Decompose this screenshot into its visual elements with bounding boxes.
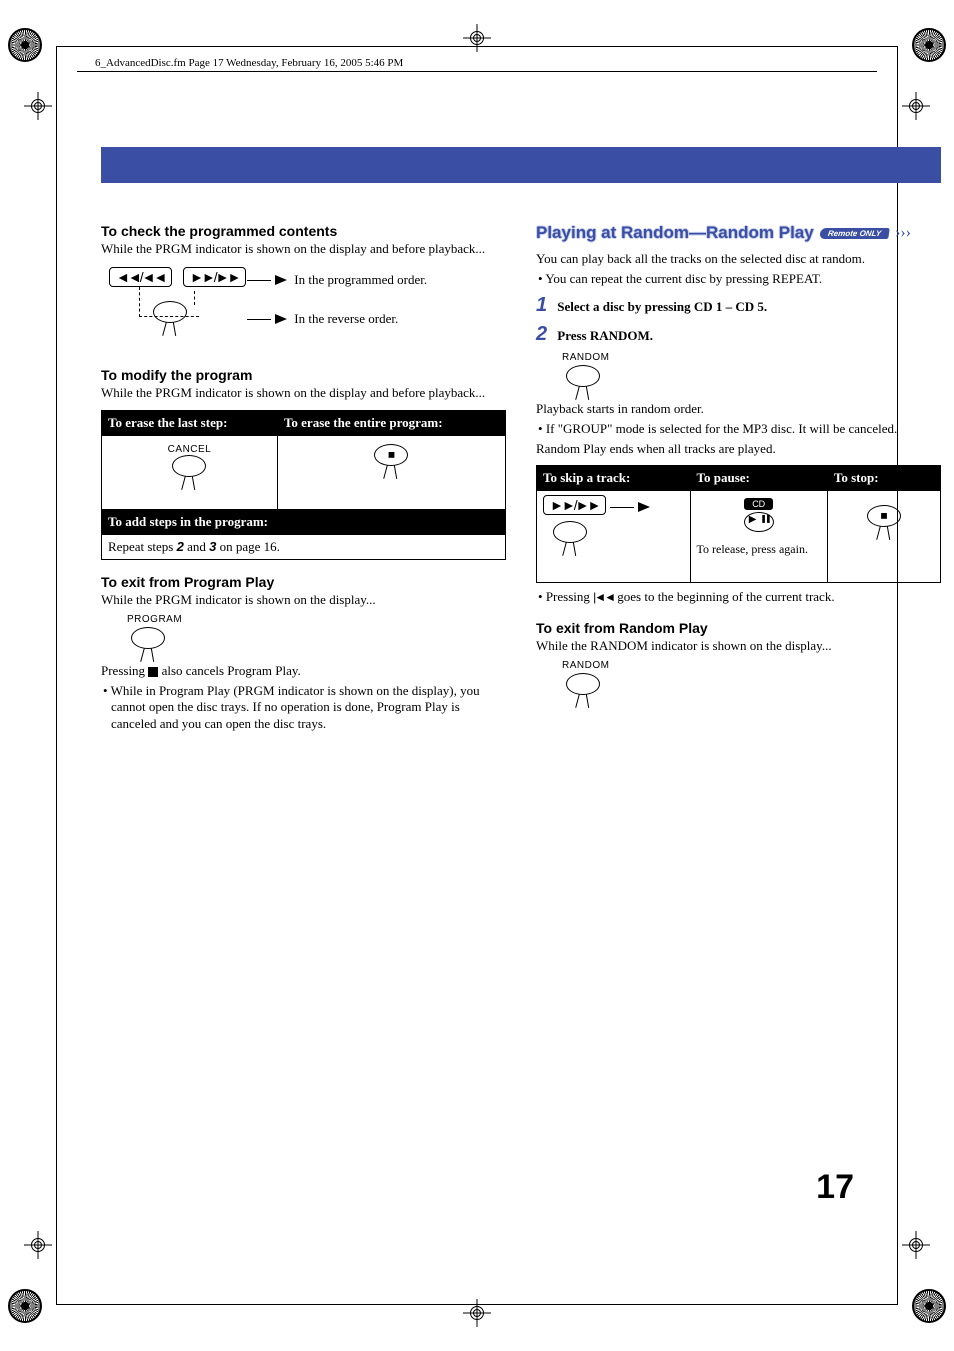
section-bar (101, 147, 941, 183)
table-cell: Repeat steps 2 and 3 on page 16. (102, 534, 506, 559)
table-cell: CANCEL (102, 435, 278, 509)
random-label: RANDOM (562, 352, 941, 363)
stop-icon (148, 667, 158, 677)
bullet-text: You can repeat the current disc by press… (536, 271, 941, 287)
header-rule (77, 71, 877, 72)
table-cell: ■ (827, 491, 940, 583)
text: Playback starts in random order. (536, 401, 941, 417)
prev-group-button-icon: ◄◄/◄◄ (109, 267, 172, 287)
table-cell: ■ (277, 435, 505, 509)
text: Repeat steps (108, 539, 177, 554)
text: also cancels Program Play. (158, 663, 300, 678)
cancel-label: CANCEL (108, 444, 271, 455)
table-header: To pause: (690, 466, 827, 491)
registration-mark-icon (28, 96, 48, 116)
cancel-button-icon (172, 455, 206, 477)
cd-label: CD (744, 498, 773, 510)
left-column: To check the programmed contents While t… (101, 223, 506, 736)
registration-mark-icon (906, 1235, 926, 1255)
step-number: 2 (536, 323, 554, 346)
table-header: To stop: (827, 466, 940, 491)
text: In the programmed order. (294, 272, 427, 288)
signal-icon: ››› (895, 224, 911, 242)
table-cell: ►►/►► (537, 491, 691, 583)
table-header: To add steps in the program: (102, 509, 506, 534)
crop-ornament-icon (8, 28, 42, 62)
heading-exit-program: To exit from Program Play (101, 574, 506, 590)
next-group-button-icon: ►►/►► (183, 267, 246, 287)
registration-mark-icon (467, 1303, 487, 1323)
table-header: To skip a track: (537, 466, 691, 491)
program-label: PROGRAM (127, 614, 506, 625)
crop-ornament-icon (8, 1289, 42, 1323)
heading-modify-program: To modify the program (101, 367, 506, 383)
skip-button-icon: ►►/►► (543, 495, 606, 515)
step-text: Press RANDOM. (557, 328, 653, 343)
table-header: To erase the entire program: (277, 410, 505, 435)
stop-button-icon: ■ (374, 444, 408, 466)
registration-mark-icon (467, 28, 487, 48)
heading-random-play: Playing at Random—Random Play (536, 223, 814, 243)
prev-track-icon: |◄◄ (593, 590, 614, 604)
play-pause-button-icon (744, 512, 774, 532)
bullet-text: Pressing |◄◄ goes to the beginning of th… (536, 589, 941, 605)
text: on page 16. (216, 539, 280, 554)
page-content: To check the programmed contents While t… (101, 147, 941, 736)
text: While the PRGM indicator is shown on the… (101, 241, 506, 257)
text: While the PRGM indicator is shown on the… (101, 385, 506, 401)
controls-table: To skip a track: To pause: To stop: ►►/►… (536, 465, 941, 583)
text: While the PRGM indicator is shown on the… (101, 592, 506, 608)
page-frame: 6_AdvancedDisc.fm Page 17 Wednesday, Feb… (56, 46, 898, 1305)
text: Pressing also cancels Program Play. (101, 663, 506, 679)
table-header: To erase the last step: (102, 410, 278, 435)
random-button-icon (566, 365, 600, 387)
right-column: Playing at Random—Random Play Remote ONL… (536, 223, 941, 736)
heading-check-contents: To check the programmed contents (101, 223, 506, 239)
registration-mark-icon (906, 96, 926, 116)
random-button-icon (566, 673, 600, 695)
stop-button-icon: ■ (867, 505, 901, 527)
text: While the RANDOM indicator is shown on t… (536, 638, 941, 654)
page-number: 17 (816, 1168, 854, 1207)
text: and (184, 539, 209, 554)
text: goes to the beginning of the current tra… (614, 589, 835, 604)
bullet-text: If "GROUP" mode is selected for the MP3 … (536, 421, 941, 437)
text: Random Play ends when all tracks are pla… (536, 441, 941, 457)
crop-ornament-icon (912, 28, 946, 62)
registration-mark-icon (28, 1235, 48, 1255)
text: In the reverse order. (294, 311, 398, 327)
text: You can play back all the tracks on the … (536, 251, 941, 267)
heading-exit-random: To exit from Random Play (536, 620, 941, 636)
step-number: 1 (536, 294, 554, 317)
step-text: Select a disc by pressing CD 1 – CD 5. (557, 299, 767, 314)
crop-ornament-icon (912, 1289, 946, 1323)
remote-only-badge: Remote ONLY (819, 228, 890, 239)
program-button-icon (131, 627, 165, 649)
step-ref: 2 (177, 539, 184, 554)
print-header: 6_AdvancedDisc.fm Page 17 Wednesday, Feb… (95, 57, 403, 71)
remote-button-icon (553, 521, 587, 543)
bullet-text: While in Program Play (PRGM indicator is… (101, 683, 506, 732)
random-label: RANDOM (562, 660, 941, 671)
text: To release, press again. (697, 542, 821, 557)
figure-prev-next: ◄◄/◄◄ ►►/►► In the programmed order. In … (109, 267, 506, 339)
modify-table: To erase the last step: To erase the ent… (101, 410, 506, 560)
text: Pressing (546, 589, 593, 604)
table-cell: CD To release, press again. (690, 491, 827, 583)
text: Pressing (101, 663, 148, 678)
